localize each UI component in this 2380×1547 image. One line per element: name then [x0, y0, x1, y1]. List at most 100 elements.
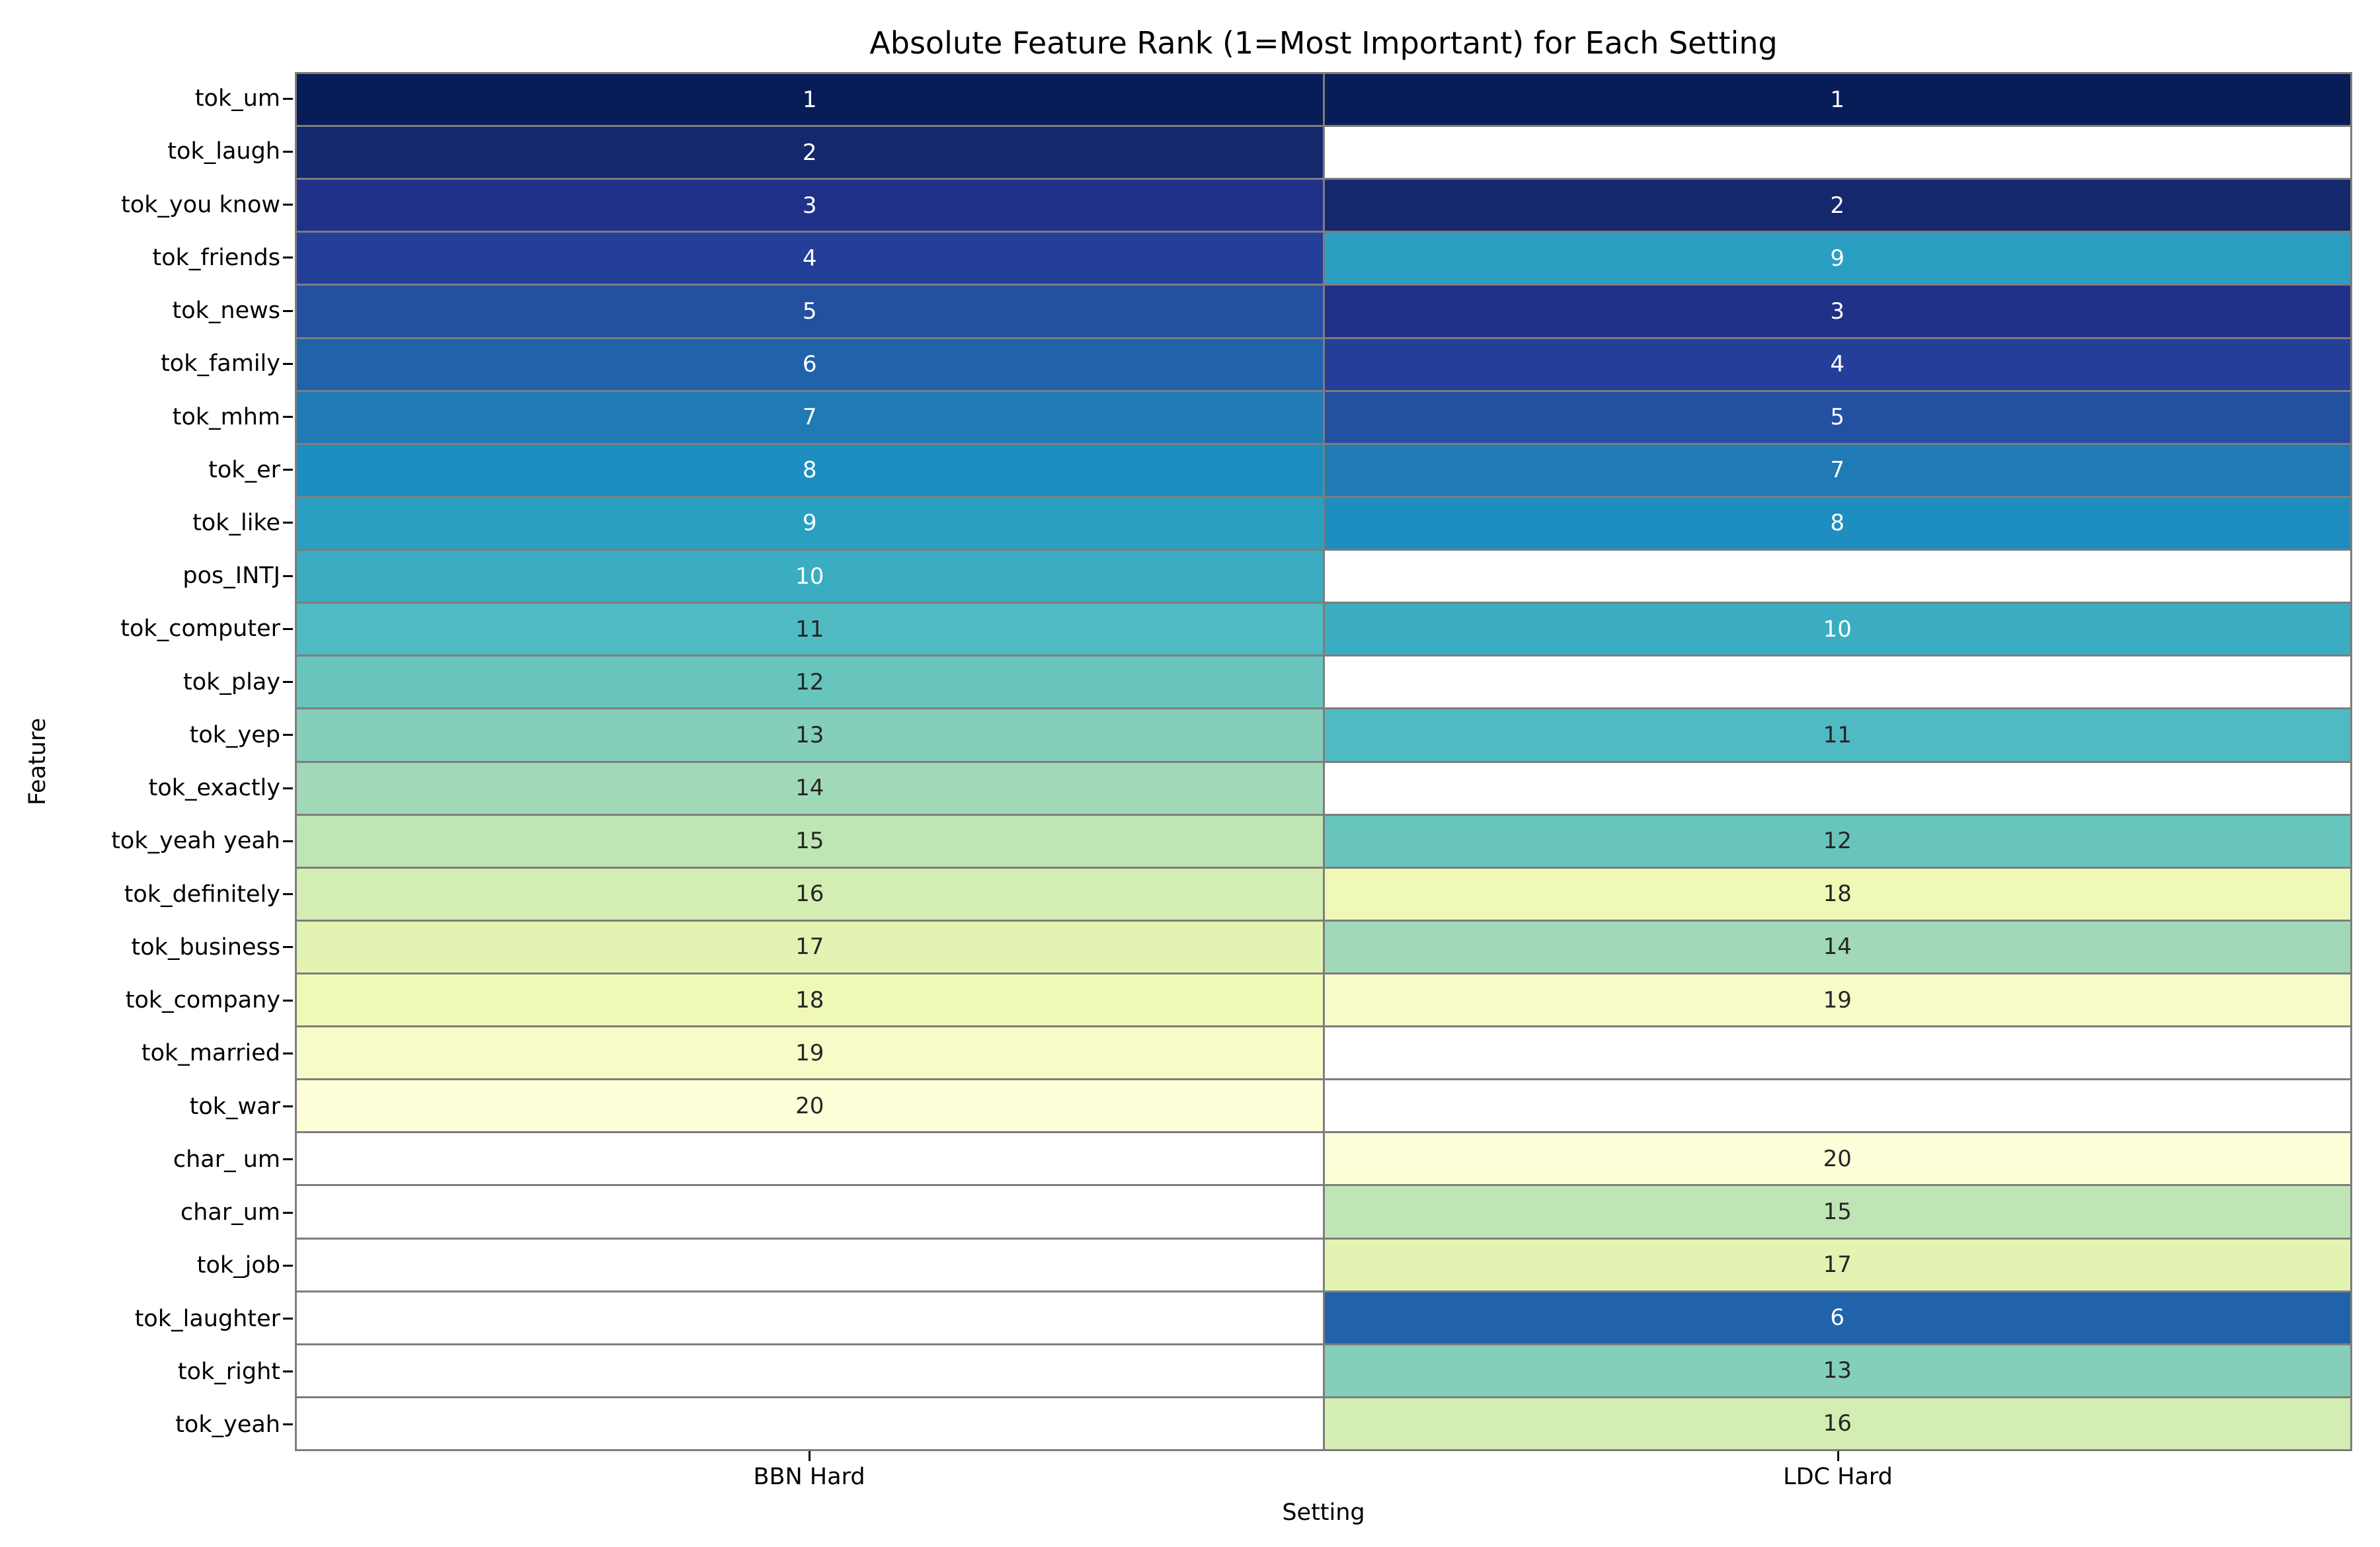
y-tick-label: tok_news [172, 298, 280, 325]
y-tick-label: tok_married [141, 1040, 280, 1067]
y-tick-mark [283, 1027, 293, 1080]
heatmap-cell: 1 [297, 74, 1323, 126]
x-tick-mark [295, 1451, 1324, 1461]
y-tick-label: tok_laughter [134, 1305, 280, 1332]
y-tick-mark [283, 178, 293, 231]
heatmap-cell: 15 [297, 815, 1323, 867]
heatmap-cell: 13 [297, 709, 1323, 761]
heatmap-cell: 16 [297, 868, 1323, 920]
y-tick-label: tok_yeah [175, 1411, 280, 1438]
heatmap-cell: 9 [297, 497, 1323, 549]
y-tick-label: tok_exactly [148, 775, 280, 802]
x-tick-marks [295, 1451, 2352, 1461]
heatmap-cell: 7 [297, 391, 1323, 443]
y-tick-mark [283, 444, 293, 496]
heatmap-cell [297, 1186, 1323, 1238]
heatmap-cell: 6 [1324, 1292, 2350, 1343]
y-tick-label: tok_friends [152, 244, 280, 271]
y-tick-mark [283, 1292, 293, 1345]
y-tick-mark [283, 602, 293, 655]
heatmap-cell: 17 [297, 921, 1323, 972]
y-tick-mark [283, 709, 293, 762]
heatmap-cell: 3 [1324, 286, 2350, 337]
heatmap-cell: 15 [1324, 1186, 2350, 1238]
heatmap-cell: 9 [1324, 233, 2350, 284]
x-tick-mark [1324, 1451, 2352, 1461]
y-tick-label: tok_play [182, 668, 280, 695]
y-tick-mark [283, 231, 293, 284]
y-tick-label: tok_um [194, 85, 280, 112]
y-tick-mark [283, 1398, 293, 1451]
y-tick-label: tok_yep [189, 721, 280, 748]
y-tick-label: pos_INTJ [182, 563, 280, 590]
heatmap-cell: 6 [297, 338, 1323, 390]
heatmap-cell [297, 1398, 1323, 1449]
heatmap-cell: 12 [297, 656, 1323, 708]
y-tick-mark [283, 390, 293, 443]
y-tick-label: tok_you know [121, 191, 280, 218]
y-tick-mark [283, 974, 293, 1027]
y-tick-mark [283, 814, 293, 867]
heatmap-cell: 19 [297, 1027, 1323, 1079]
heatmap-cell: 13 [1324, 1345, 2350, 1396]
heatmap-cell: 14 [297, 762, 1323, 814]
x-tick-label: BBN Hard [753, 1464, 865, 1490]
y-tick-label: tok_er [208, 456, 280, 483]
heatmap-cell: 14 [1324, 921, 2350, 972]
heatmap-cell: 16 [1324, 1398, 2350, 1449]
heatmap-cell: 18 [297, 974, 1323, 1026]
heatmap-cell: 5 [1324, 391, 2350, 443]
y-tick-mark [283, 337, 293, 390]
heatmap-cell: 1 [1324, 74, 2350, 126]
heatmap-cell: 11 [1324, 709, 2350, 761]
y-tick-mark [283, 549, 293, 602]
y-tick-label: tok_family [161, 350, 280, 377]
heatmap-cell: 5 [297, 286, 1323, 337]
y-tick-mark [283, 1239, 293, 1292]
y-tick-label: tok_company [125, 987, 280, 1014]
y-tick-mark [283, 125, 293, 178]
heatmap-cell: 8 [1324, 497, 2350, 549]
y-tick-mark [283, 656, 293, 709]
y-tick-mark [283, 72, 293, 125]
heatmap-cell: 10 [1324, 604, 2350, 655]
heatmap-cell: 19 [1324, 974, 2350, 1026]
y-tick-marks [283, 72, 293, 1451]
heatmap-cell [1324, 1080, 2350, 1132]
y-tick-mark [283, 1080, 293, 1132]
y-tick-mark [283, 762, 293, 814]
heatmap-cell: 3 [297, 180, 1323, 231]
heatmap-cell: 7 [1324, 444, 2350, 496]
heatmap-cell [1324, 551, 2350, 602]
y-tick-label: tok_right [177, 1358, 280, 1385]
y-tick-mark [283, 284, 293, 337]
heatmap-cell [297, 1239, 1323, 1290]
heatmap-cell: 2 [297, 127, 1323, 178]
y-tick-mark [283, 1186, 293, 1239]
y-tick-label: tok_business [131, 933, 280, 961]
y-tick-label: tok_mhm [172, 403, 280, 430]
heatmap-cell: 17 [1324, 1239, 2350, 1290]
heatmap-cell [297, 1345, 1323, 1396]
heatmap-cell [297, 1292, 1323, 1343]
y-tick-mark [283, 1133, 293, 1186]
y-tick-label: tok_job [196, 1252, 280, 1279]
y-tick-mark [283, 1345, 293, 1398]
heatmap-cell: 8 [297, 444, 1323, 496]
heatmap-cell: 2 [1324, 180, 2350, 231]
y-tick-mark [283, 496, 293, 549]
y-tick-label: tok_laugh [167, 138, 280, 165]
x-tick-labels: BBN Hard LDC Hard [295, 1464, 2352, 1490]
heatmap-cell: 10 [297, 551, 1323, 602]
heatmap-cell: 20 [297, 1080, 1323, 1132]
y-tick-label: tok_definitely [124, 881, 280, 908]
y-tick-label: char_um [180, 1199, 280, 1226]
x-axis-label: Setting [1282, 1499, 1365, 1526]
y-tick-mark [283, 921, 293, 974]
heatmap-cell: 11 [297, 604, 1323, 655]
y-tick-label: tok_like [192, 509, 280, 536]
y-tick-mark [283, 868, 293, 921]
y-tick-label: tok_yeah yeah [111, 828, 280, 855]
heatmap-cell [297, 1133, 1323, 1185]
